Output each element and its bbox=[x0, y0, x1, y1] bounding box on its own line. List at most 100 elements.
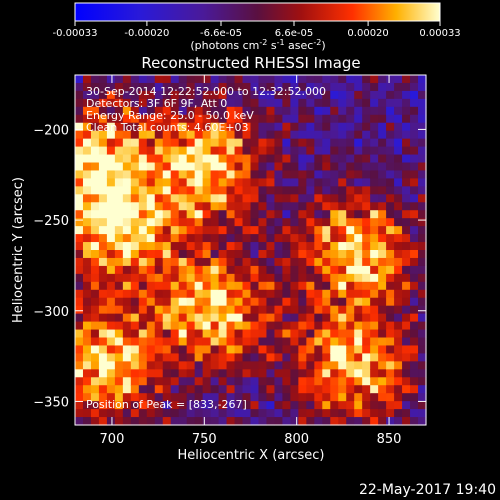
heatmap-cell bbox=[90, 226, 100, 235]
heatmap-cell bbox=[338, 393, 347, 402]
heatmap-cell bbox=[250, 170, 260, 180]
heatmap-cell bbox=[298, 321, 307, 331]
heatmap-cell bbox=[234, 170, 244, 180]
heatmap-cell bbox=[122, 321, 132, 331]
heatmap-cell bbox=[362, 75, 371, 84]
heatmap-cell bbox=[162, 345, 172, 355]
heatmap-cell bbox=[138, 75, 148, 84]
heatmap-cell bbox=[362, 154, 371, 164]
heatmap-cell bbox=[410, 385, 419, 394]
heatmap-cell bbox=[338, 202, 347, 211]
heatmap-cell bbox=[170, 106, 180, 116]
heatmap-cell bbox=[314, 353, 323, 362]
heatmap-cell bbox=[114, 297, 124, 307]
heatmap-cell bbox=[354, 210, 363, 219]
heatmap-cell bbox=[218, 401, 228, 410]
heatmap-cell bbox=[242, 369, 252, 378]
heatmap-cell bbox=[130, 297, 140, 307]
heatmap-cell bbox=[114, 202, 124, 211]
heatmap-cell bbox=[122, 178, 132, 187]
heatmap-cell bbox=[82, 329, 92, 339]
heatmap-cell bbox=[378, 297, 387, 307]
heatmap-cell bbox=[314, 138, 323, 148]
heatmap-cell bbox=[170, 250, 180, 259]
heatmap-cell bbox=[106, 154, 116, 164]
heatmap-cell bbox=[138, 321, 148, 331]
heatmap-cell bbox=[394, 210, 403, 219]
heatmap-cell bbox=[418, 90, 427, 100]
heatmap-cell bbox=[218, 369, 228, 378]
heatmap-cell bbox=[362, 361, 371, 370]
heatmap-cell bbox=[210, 313, 220, 323]
heatmap-cell bbox=[258, 114, 268, 124]
heatmap-cell bbox=[282, 297, 291, 307]
heatmap-cell bbox=[106, 242, 116, 251]
heatmap-cell bbox=[274, 226, 284, 235]
heatmap-cell bbox=[410, 265, 419, 275]
heatmap-cell bbox=[130, 401, 140, 410]
heatmap-cell bbox=[178, 82, 188, 92]
heatmap-cell bbox=[330, 106, 339, 116]
heatmap-cell bbox=[154, 321, 164, 331]
heatmap-cell bbox=[258, 146, 268, 156]
heatmap-cell bbox=[274, 401, 284, 410]
heatmap-cell bbox=[194, 130, 204, 140]
heatmap-cell bbox=[386, 194, 395, 203]
heatmap-cell bbox=[346, 90, 355, 100]
heatmap-cell bbox=[282, 75, 291, 84]
heatmap-cell bbox=[274, 369, 284, 378]
heatmap-cell bbox=[410, 202, 419, 211]
heatmap-cell bbox=[154, 297, 164, 307]
heatmap-cell bbox=[178, 98, 188, 108]
heatmap-cell bbox=[410, 75, 419, 84]
heatmap-cell bbox=[75, 257, 84, 267]
heatmap-cell bbox=[386, 186, 395, 195]
heatmap-cell bbox=[218, 130, 228, 140]
heatmap-cell bbox=[154, 265, 164, 275]
heatmap-cell bbox=[298, 417, 307, 426]
heatmap-cell bbox=[386, 401, 395, 410]
heatmap-cell bbox=[258, 305, 268, 315]
heatmap-cell bbox=[274, 393, 284, 402]
heatmap-cell bbox=[290, 154, 299, 164]
heatmap-cell bbox=[250, 281, 260, 291]
heatmap-cell bbox=[242, 305, 252, 315]
heatmap-cell bbox=[306, 210, 315, 219]
heatmap-cell bbox=[290, 114, 299, 124]
heatmap-cell bbox=[154, 106, 164, 116]
heatmap-cell bbox=[186, 170, 196, 180]
heatmap-cell bbox=[258, 417, 268, 426]
heatmap-cell bbox=[210, 122, 220, 132]
heatmap-cell bbox=[154, 329, 164, 339]
heatmap-cell bbox=[338, 281, 347, 291]
heatmap-cell bbox=[282, 250, 291, 259]
heatmap-cell bbox=[226, 130, 236, 140]
heatmap-cell bbox=[138, 82, 148, 92]
heatmap-cell bbox=[330, 82, 339, 92]
heatmap-cell bbox=[130, 170, 140, 180]
heatmap-cell bbox=[162, 353, 172, 362]
heatmap-cell bbox=[386, 178, 395, 187]
heatmap-cell bbox=[410, 162, 419, 172]
heatmap-cell bbox=[170, 281, 180, 291]
heatmap-cell bbox=[162, 401, 172, 410]
heatmap-cell bbox=[298, 234, 307, 243]
heatmap-cell bbox=[346, 186, 355, 195]
heatmap-cell bbox=[75, 162, 84, 172]
heatmap-cell bbox=[266, 234, 276, 243]
heatmap-cell bbox=[298, 114, 307, 124]
heatmap-cell bbox=[306, 265, 315, 275]
heatmap-cell bbox=[370, 170, 379, 180]
heatmap-cell bbox=[314, 226, 323, 235]
heatmap-cell bbox=[274, 353, 284, 362]
heatmap-cell bbox=[330, 361, 339, 370]
heatmap-cell bbox=[258, 122, 268, 132]
heatmap-cell bbox=[258, 178, 268, 187]
heatmap-cell bbox=[258, 289, 268, 299]
heatmap-cell bbox=[370, 154, 379, 164]
heatmap-cell bbox=[218, 98, 228, 108]
heatmap-cell bbox=[418, 170, 427, 180]
heatmap-cell bbox=[410, 337, 419, 347]
heatmap-cell bbox=[298, 393, 307, 402]
heatmap-cell bbox=[154, 281, 164, 291]
